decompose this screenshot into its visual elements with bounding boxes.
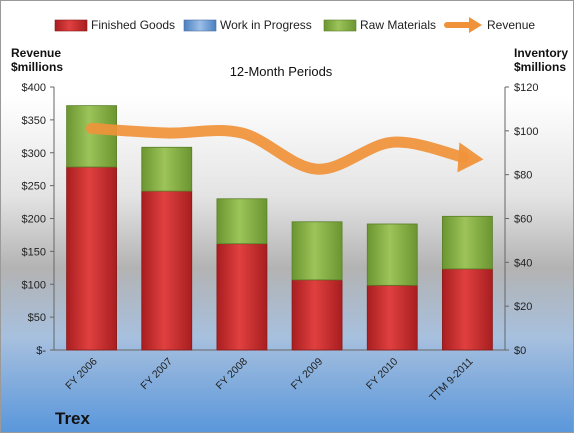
x-tick-label: FY 2007 — [138, 356, 175, 393]
legend-swatch-raw-materials — [323, 19, 357, 32]
bar-finished-goods — [216, 243, 268, 351]
chart-title: 12-Month Periods — [230, 64, 333, 79]
bar-raw-materials — [216, 198, 268, 245]
left-tick-label: $50 — [28, 312, 46, 324]
right-tick-label: $40 — [514, 257, 532, 269]
company-name: Trex — [55, 409, 91, 428]
right-axis-ticks: $0 $20 $40 $60 $80 $100 $120 — [505, 82, 538, 357]
right-tick-label: $20 — [514, 301, 532, 313]
x-tick-label: TTM 9-2011 — [427, 356, 475, 404]
legend-swatch-finished-goods — [54, 19, 88, 32]
x-tick-label: FY 2006 — [63, 356, 100, 393]
left-tick-label: $300 — [22, 148, 46, 160]
bar-raw-materials — [291, 221, 343, 281]
left-tick-label: $400 — [22, 82, 46, 94]
left-tick-label: $250 — [22, 181, 46, 193]
x-tick-label: FY 2008 — [214, 356, 251, 393]
bar-finished-goods — [442, 268, 493, 351]
right-tick-label: $60 — [514, 214, 532, 226]
bar-raw-materials — [141, 146, 193, 192]
x-tick-label: FY 2010 — [364, 356, 401, 393]
left-tick-label: $100 — [22, 279, 46, 291]
bar-finished-goods — [141, 190, 193, 351]
right-axis-title-line2: $millions — [514, 60, 566, 74]
bar-raw-materials — [366, 223, 418, 286]
x-tick-label: FY 2009 — [289, 356, 326, 393]
left-tick-label: $200 — [22, 214, 46, 226]
left-tick-label: $- — [36, 345, 46, 357]
left-axis-ticks: $- $50 $100 $150 $200 $250 $300 $350 $400 — [22, 82, 54, 357]
x-axis-labels: FY 2006 FY 2007 FY 2008 FY 2009 FY 2010 TTM 9… — [63, 356, 475, 404]
legend-swatch-work-in-progress — [183, 19, 217, 32]
bar-raw-materials — [442, 215, 493, 270]
right-tick-label: $0 — [514, 345, 526, 357]
bar-finished-goods — [291, 279, 343, 351]
legend-label-work-in-progress: Work in Progress — [220, 18, 312, 32]
left-axis-title-line1: Revenue — [11, 46, 61, 60]
revenue-line — [86, 122, 484, 175]
right-tick-label: $100 — [514, 126, 538, 138]
bar-finished-goods — [366, 284, 418, 351]
legend-label-revenue: Revenue — [487, 18, 535, 32]
left-axis-title-line2: $millions — [11, 60, 63, 74]
right-tick-label: $80 — [514, 170, 532, 182]
legend-label-raw-materials: Raw Materials — [360, 18, 436, 32]
right-tick-label: $120 — [514, 82, 538, 94]
legend-label-finished-goods: Finished Goods — [91, 18, 175, 32]
revenue-arrowhead — [457, 142, 484, 173]
revenue-series-line — [86, 122, 469, 175]
bar-raw-materials — [66, 105, 117, 168]
bar-finished-goods — [66, 166, 117, 351]
left-tick-label: $150 — [22, 246, 46, 258]
bars — [66, 105, 493, 351]
legend-swatch-revenue-arrowhead — [469, 17, 482, 33]
legend: Finished Goods Work in Progress Raw Mate… — [54, 17, 535, 33]
left-tick-label: $350 — [22, 115, 46, 127]
right-axis-title-line1: Inventory — [514, 46, 568, 60]
